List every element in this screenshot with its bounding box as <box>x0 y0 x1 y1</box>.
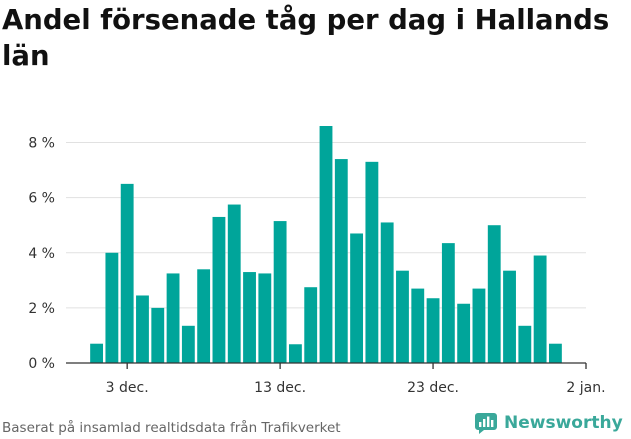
bar <box>136 295 149 363</box>
bar <box>90 343 104 363</box>
bar <box>288 344 302 363</box>
bar <box>258 273 272 363</box>
bar <box>380 222 394 363</box>
bar <box>212 216 226 363</box>
bar <box>197 269 211 363</box>
bar <box>181 325 195 363</box>
bar <box>411 288 425 363</box>
bar <box>518 325 532 363</box>
bar <box>166 273 180 363</box>
source-note: Baserat på insamlad realtidsdata från Tr… <box>2 420 341 436</box>
bar <box>319 126 333 363</box>
bar <box>243 272 256 363</box>
bar <box>472 288 486 363</box>
bar <box>105 252 119 363</box>
bar <box>441 243 455 363</box>
y-tick-label: 4 % <box>28 246 55 262</box>
newsworthy-logo-icon <box>475 413 497 434</box>
bars <box>90 126 562 363</box>
x-tick-labels: 3 dec. 13 dec. 23 dec. 2 jan. <box>106 380 606 396</box>
bar <box>503 270 516 363</box>
brand-logo[interactable]: Newsworthy <box>474 408 623 438</box>
y-tick-label: 8 % <box>28 136 55 152</box>
bar <box>426 298 440 363</box>
bar <box>396 270 409 363</box>
bar <box>457 303 471 363</box>
chart-title: Andel försenade tåg per dag i Hallands l… <box>2 4 610 72</box>
bar <box>273 221 287 363</box>
x-axis <box>66 362 587 369</box>
bar <box>350 233 364 363</box>
bar <box>304 287 318 363</box>
brand-name: Newsworthy <box>504 413 623 433</box>
y-tick-label: 6 % <box>28 191 55 207</box>
x-tick-label: 13 dec. <box>254 380 306 396</box>
bar <box>548 343 562 363</box>
x-tick-label: 3 dec. <box>106 380 149 396</box>
x-tick-label: 23 dec. <box>407 380 459 396</box>
bar <box>533 255 547 363</box>
bar <box>227 204 241 363</box>
bar <box>151 307 165 363</box>
y-tick-labels: 0 % 2 % 4 % 6 % 8 % <box>28 136 55 372</box>
y-tick-label: 2 % <box>28 301 55 317</box>
y-tick-label: 0 % <box>28 356 55 372</box>
x-tick-label: 2 jan. <box>566 380 605 396</box>
bar <box>487 225 501 363</box>
bar <box>365 161 379 363</box>
bar <box>120 183 134 363</box>
bar <box>334 159 348 363</box>
